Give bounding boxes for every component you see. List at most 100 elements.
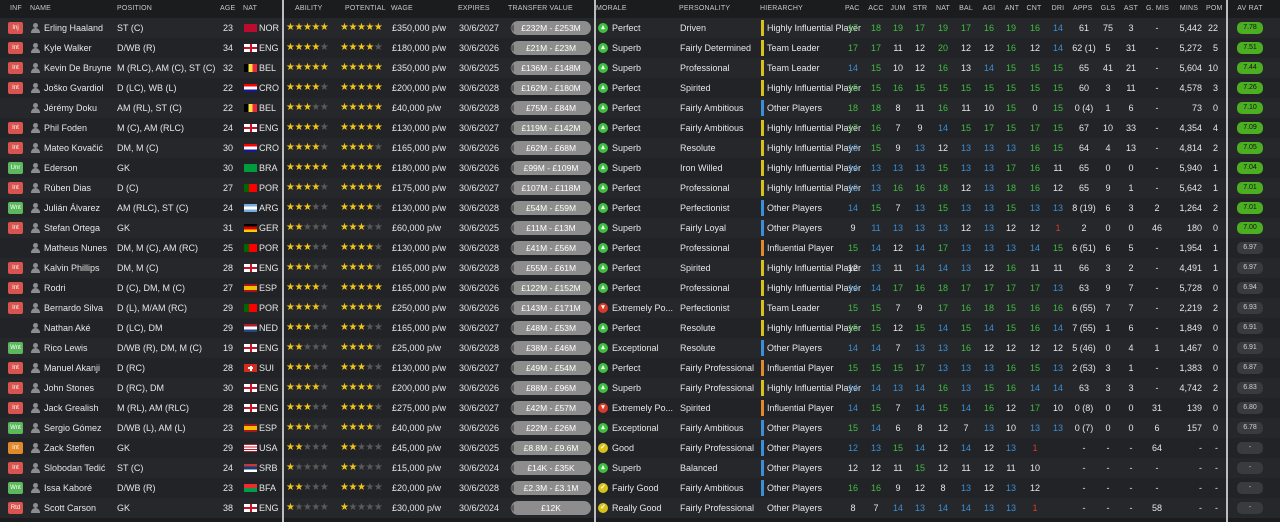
- column-header-wage[interactable]: WAGE: [391, 5, 413, 12]
- attribute-value: 14: [847, 343, 858, 353]
- player-name[interactable]: Ederson: [44, 163, 78, 173]
- column-header-agi[interactable]: AGI: [982, 5, 996, 12]
- goals-missed: 2: [1154, 203, 1160, 213]
- table-row[interactable]: Wnt Julián Álvarez AM (RLC), ST (C) 24 ARG ★★…: [0, 198, 1280, 218]
- player-name[interactable]: Stefan Ortega: [44, 223, 101, 233]
- column-header-hierarchy[interactable]: HIERARCHY: [760, 5, 804, 12]
- contract-expires: 30/6/2027: [459, 403, 500, 413]
- column-header-morale[interactable]: MORALE: [596, 5, 627, 12]
- column-header-personality[interactable]: PERSONALITY: [679, 5, 731, 12]
- table-row[interactable]: Int Kevin De Bruyne M (RLC), AM (C), ST (C…: [0, 58, 1280, 78]
- player-name[interactable]: John Stones: [44, 383, 95, 393]
- player-name[interactable]: Rodri: [44, 283, 66, 293]
- column-header-inf[interactable]: INF: [10, 5, 22, 12]
- column-header-g-mis[interactable]: G. MIS: [1146, 5, 1169, 12]
- column-header-expires[interactable]: EXPIRES: [458, 5, 490, 12]
- table-row[interactable]: Int Jack Grealish M (RL), AM (RLC) 28 ENG ★★★…: [0, 398, 1280, 418]
- column-header-age[interactable]: AGE: [220, 5, 236, 12]
- column-header-cnt[interactable]: CNT: [1026, 5, 1042, 12]
- table-row[interactable]: Int Stefan Ortega GK 31 GER ★★★★★ ★★★★★ £60,000…: [0, 218, 1280, 238]
- player-name[interactable]: Rúben Dias: [44, 183, 92, 193]
- player-name[interactable]: Erling Haaland: [44, 23, 104, 33]
- player-name[interactable]: Slobodan Tedić: [44, 463, 106, 473]
- player-name[interactable]: Joško Gvardiol: [44, 83, 104, 93]
- column-header-ant[interactable]: ANT: [1004, 5, 1020, 12]
- column-header-pac[interactable]: PAC: [845, 5, 860, 12]
- player-of-match: 0: [1212, 223, 1218, 233]
- column-header-pom[interactable]: POM: [1206, 5, 1223, 12]
- player-name[interactable]: Kalvin Phillips: [44, 263, 100, 273]
- player-name[interactable]: Nathan Aké: [44, 323, 91, 333]
- table-row[interactable]: Wnt Rico Lewis D/WB (R), DM, M (C) 19 ENG ★★★…: [0, 338, 1280, 358]
- assists: 1: [1128, 363, 1134, 373]
- player-name[interactable]: Scott Carson: [44, 503, 97, 513]
- table-row[interactable]: Nathan Aké D (LC), DM 29 NED ★★★★★ ★★★★★ £165,…: [0, 318, 1280, 338]
- hierarchy: Other Players: [767, 443, 823, 453]
- column-header-bal[interactable]: BAL: [959, 5, 973, 12]
- table-row[interactable]: Int Kyle Walker D/WB (R) 34 ENG ★★★★★ ★★★★★ £18…: [0, 38, 1280, 58]
- player-age: 24: [222, 463, 233, 473]
- table-row[interactable]: Rtd Scott Carson GK 38 ENG ★★★★★ ★★★★★ £30,000 …: [0, 498, 1280, 518]
- table-row[interactable]: Jérémy Doku AM (RL), ST (C) 22 BEL ★★★★★ ★★★★…: [0, 98, 1280, 118]
- personality: Professional: [680, 183, 730, 193]
- player-name[interactable]: Kyle Walker: [44, 43, 92, 53]
- player-name[interactable]: Julián Álvarez: [44, 203, 101, 213]
- table-row[interactable]: Int Rodri D (C), DM, M (C) 27 ESP ★★★★★ ★★★★★ £…: [0, 278, 1280, 298]
- table-row[interactable]: Int Phil Foden M (C), AM (RLC) 24 ENG ★★★★★ ★★…: [0, 118, 1280, 138]
- table-row[interactable]: Matheus Nunes DM, M (C), AM (RC) 25 POR ★★★★…: [0, 238, 1280, 258]
- player-name[interactable]: Kevin De Bruyne: [44, 63, 112, 73]
- player-name[interactable]: Issa Kaboré: [44, 483, 93, 493]
- player-name[interactable]: Jack Grealish: [44, 403, 99, 413]
- table-row[interactable]: Int John Stones D (RC), DM 30 ENG ★★★★★ ★★★★★ £…: [0, 378, 1280, 398]
- column-header-transfer-value[interactable]: TRANSFER VALUE: [508, 5, 573, 12]
- attribute-value: 15: [1005, 323, 1016, 333]
- column-header-nat[interactable]: NAT: [935, 5, 951, 12]
- player-name[interactable]: Jérémy Doku: [44, 103, 98, 113]
- table-row[interactable]: Wnt Issa Kaboré D/WB (R) 23 BFA ★★★★★ ★★★★★ £20…: [0, 478, 1280, 498]
- table-row[interactable]: Int Rúben Dias D (C) 27 POR ★★★★★ ★★★★★ £175,00…: [0, 178, 1280, 198]
- morale-up-icon: ▴: [598, 243, 608, 253]
- attribute-value: 17: [892, 283, 903, 293]
- column-header-av-rat[interactable]: AV RAT: [1237, 5, 1263, 12]
- nationality-code: CRO: [259, 83, 279, 93]
- table-row[interactable]: Int Kalvin Phillips DM, M (C) 28 ENG ★★★★★ ★★★…: [0, 258, 1280, 278]
- inf-badge: Int: [8, 282, 23, 294]
- column-header-potential[interactable]: POTENTIAL: [345, 5, 386, 12]
- player-name[interactable]: Rico Lewis: [44, 343, 88, 353]
- column-header-apps[interactable]: APPS: [1073, 5, 1093, 12]
- table-row[interactable]: Int Mateo Kovačić DM, M (C) 30 CRO ★★★★★ ★★★★★…: [0, 138, 1280, 158]
- table-row[interactable]: Unr Ederson GK 30 BRA ★★★★★ ★★★★★ £180,000 p/w 3…: [0, 158, 1280, 178]
- flag-icon-bfa: [244, 484, 257, 492]
- table-row[interactable]: Int Manuel Akanji D (RC) 28 SUI ★★★★★ ★★★★★ £13…: [0, 358, 1280, 378]
- table-row[interactable]: Int Zack Steffen GK 29 USA ★★★★★ ★★★★★ £45,000 …: [0, 438, 1280, 458]
- column-header-str[interactable]: STR: [912, 5, 928, 12]
- nationality-code: ENG: [259, 263, 279, 273]
- table-row[interactable]: Int Bernardo Silva D (L), M/AM (RC) 29 POR ★★…: [0, 298, 1280, 318]
- player-name[interactable]: Mateo Kovačić: [44, 143, 104, 153]
- player-of-match: 5: [1212, 43, 1218, 53]
- column-header-name[interactable]: NAME: [30, 5, 52, 12]
- column-header-position[interactable]: POSITION: [117, 5, 153, 12]
- flag-icon-srb: [244, 464, 257, 472]
- table-row[interactable]: Wnt Sergio Gómez D/WB (L), AM (L) 23 ESP ★★★★…: [0, 418, 1280, 438]
- player-name[interactable]: Manuel Akanji: [44, 363, 101, 373]
- column-header-acc[interactable]: ACC: [868, 5, 884, 12]
- player-name[interactable]: Matheus Nunes: [44, 243, 108, 253]
- attribute-value: 17: [1005, 283, 1016, 293]
- column-header-gls[interactable]: GLS: [1100, 5, 1116, 12]
- column-header-nat[interactable]: NAT: [243, 5, 258, 12]
- player-name[interactable]: Sergio Gómez: [44, 423, 102, 433]
- column-header-dri[interactable]: DRI: [1051, 5, 1065, 12]
- table-row[interactable]: Int Joško Gvardiol D (LC), WB (L) 22 CRO ★★★★…: [0, 78, 1280, 98]
- table-row[interactable]: Inj Erling Haaland ST (C) 23 NOR ★★★★★ ★★★★★ £3…: [0, 18, 1280, 38]
- column-header-jum[interactable]: JUM: [890, 5, 906, 12]
- player-name[interactable]: Zack Steffen: [44, 443, 95, 453]
- player-name[interactable]: Bernardo Silva: [44, 303, 104, 313]
- column-header-ast[interactable]: AST: [1123, 5, 1139, 12]
- minutes: 4,742: [1179, 383, 1202, 393]
- column-header-ability[interactable]: ABILITY: [295, 5, 323, 12]
- player-name[interactable]: Phil Foden: [44, 123, 88, 133]
- attribute-value: 7: [895, 343, 901, 353]
- column-header-mins[interactable]: MINS: [1179, 5, 1199, 12]
- table-row[interactable]: Int Slobodan Tedić ST (C) 24 SRB ★★★★★ ★★★★★ £1…: [0, 458, 1280, 478]
